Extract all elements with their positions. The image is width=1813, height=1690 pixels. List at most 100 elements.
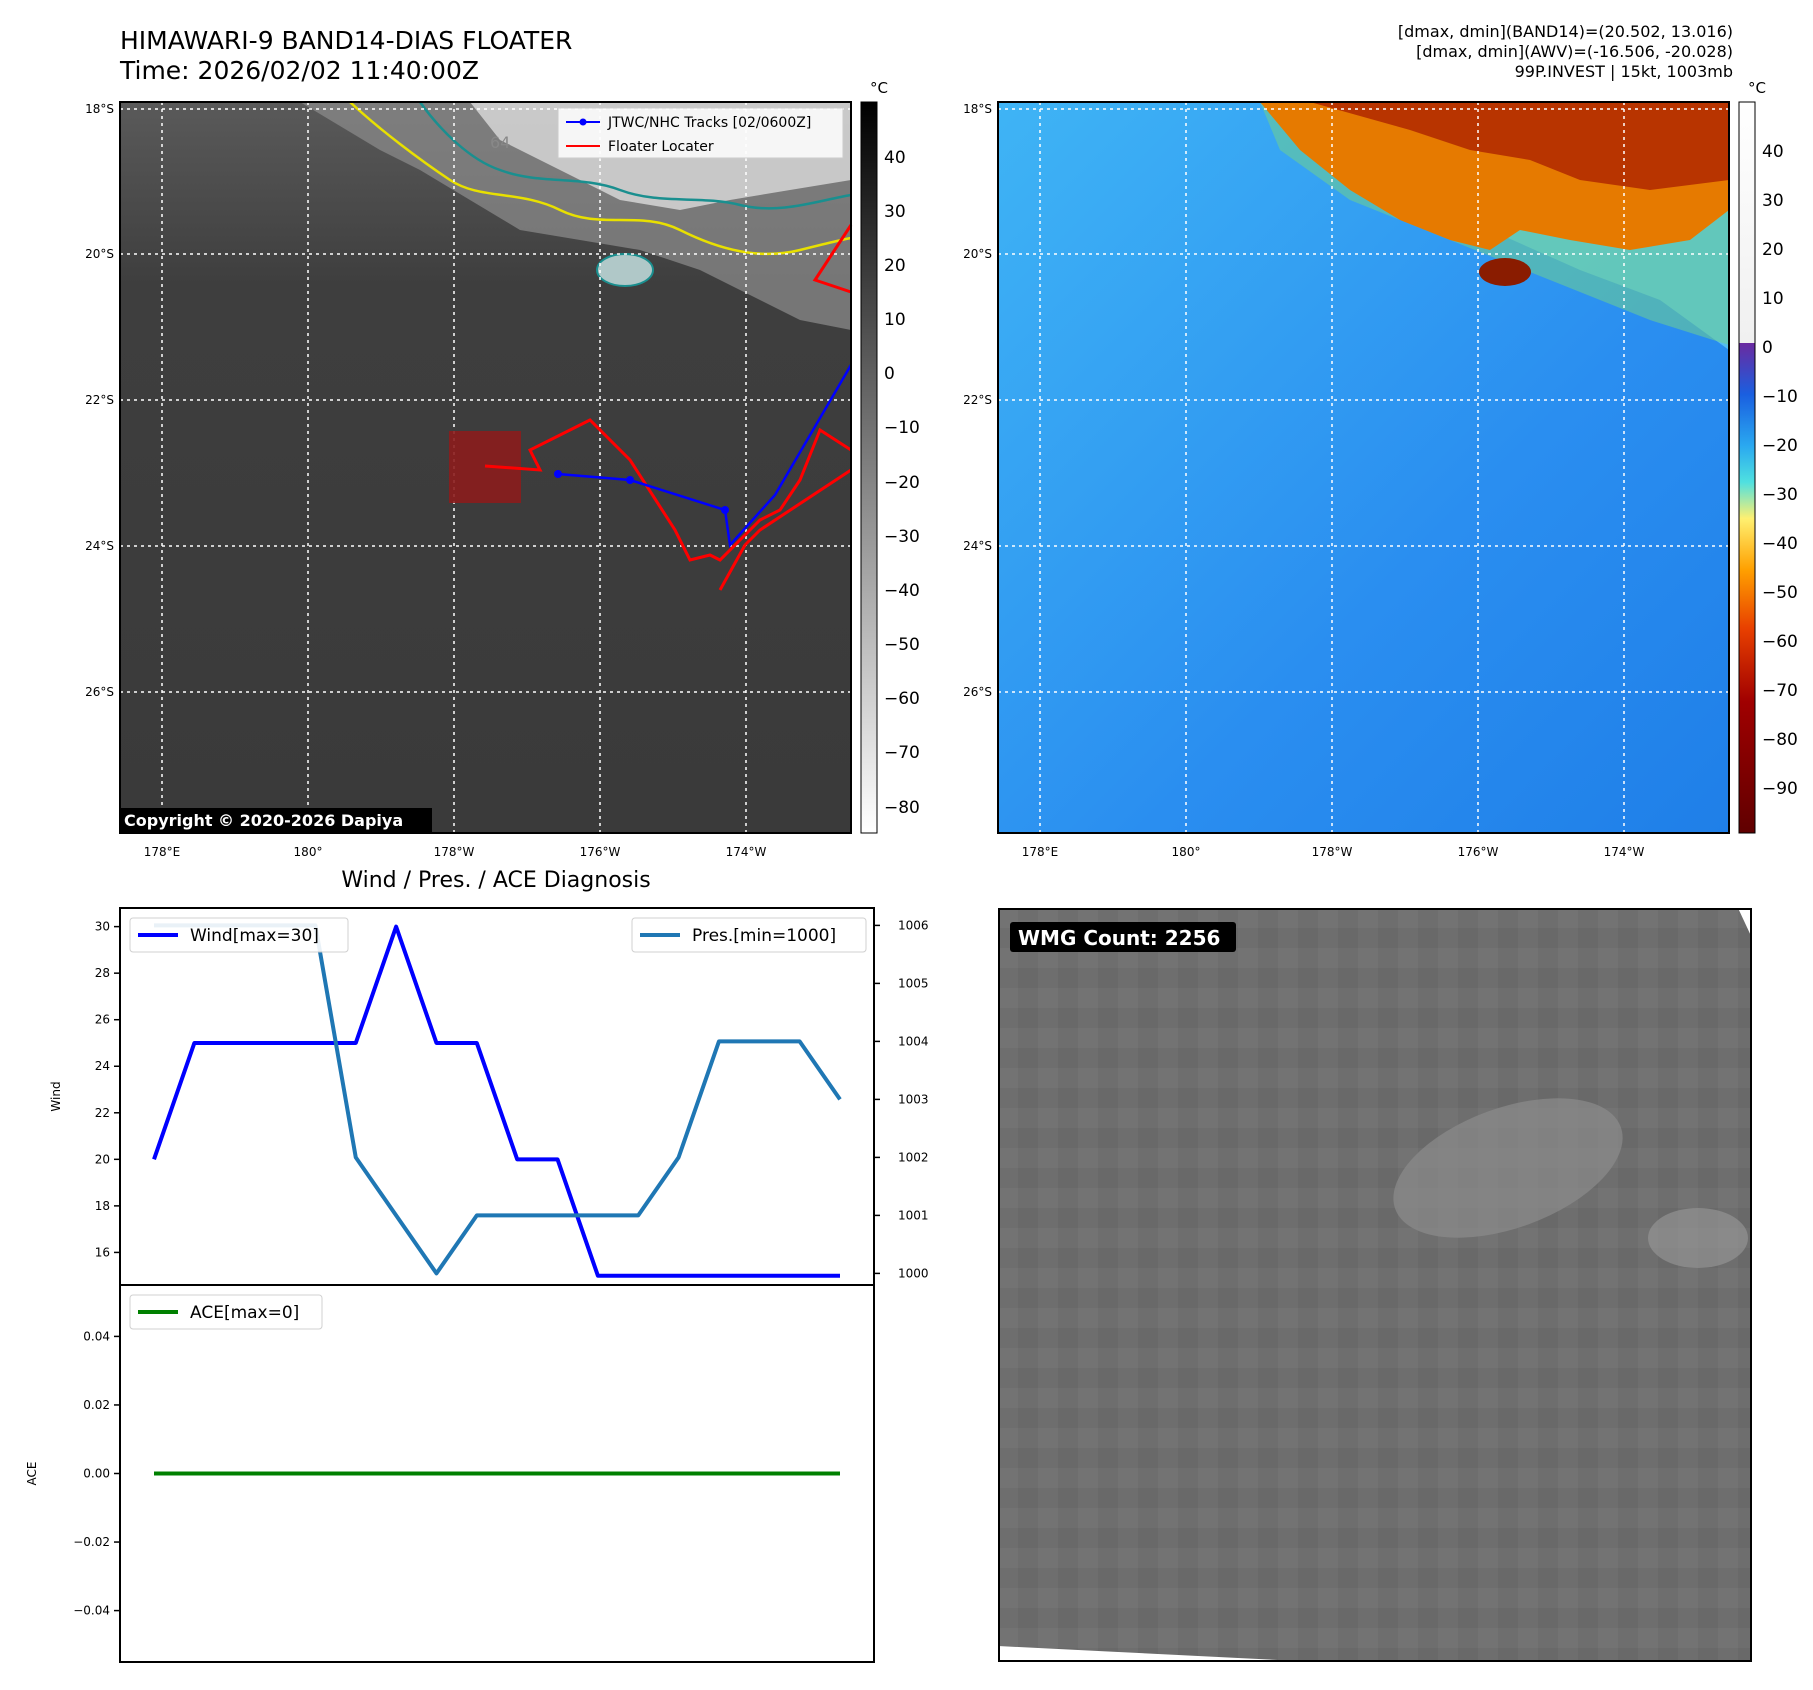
map-legend: JTWC/NHC Tracks [02/0600Z] Floater Locat… [557,107,844,159]
svg-text:20°S: 20°S [85,247,114,261]
floater-locater-corner [812,224,853,294]
ace-ytick-label: 0.00 [83,1467,110,1481]
wind-ytick-label: 16 [95,1245,110,1259]
wind-series-line [152,924,840,1278]
svg-text:10: 10 [1762,289,1784,309]
wind-legend: Wind[max=30] [129,917,349,953]
svg-text:20: 20 [1762,240,1784,260]
ir-contour-teal [418,101,852,210]
wind-legend-box [129,917,349,953]
svg-text:−30: −30 [884,527,920,547]
pressure-legend: Pres.[min=1000] [631,917,867,953]
pressure-ytick-label: 1001 [898,1208,929,1222]
wmg-frame [998,908,1752,1662]
wv-gridlines [998,102,1729,833]
pressure-ytick-label: 1002 [898,1150,929,1164]
info-band14-range: [dmax, dmin](BAND14)=(20.502, 13.016) [1397,22,1733,41]
wv-map-frame [997,101,1730,834]
svg-text:174°W: 174°W [1604,845,1645,859]
svg-text:178°E: 178°E [1022,845,1059,859]
wind-ytick-label: 26 [95,1013,110,1027]
wv-colorbar [1738,101,1756,834]
svg-text:178°W: 178°W [434,845,475,859]
jtwc-track-line [557,364,853,548]
ace-axes: 0.04 0.02 0.00 −0.02 −0.04 ACE ACE[max=0] [25,1284,875,1663]
pressure-ytick-label: 1003 [898,1092,929,1106]
ir-contour-yellow [349,101,852,256]
svg-text:−90: −90 [1762,779,1798,799]
wv-colorbar-unit: °C [1748,79,1766,97]
ace-ytick-label: −0.04 [73,1604,110,1618]
wmg-bright-patch-2 [1648,1208,1748,1268]
pressure-ytick-label: 1006 [898,918,929,932]
svg-text:40: 40 [1762,142,1784,162]
wind-ytick-label: 20 [95,1152,110,1166]
svg-text:176°W: 176°W [1458,845,1499,859]
svg-text:174°W: 174°W [726,845,767,859]
wind-legend-label: Wind[max=30] [190,926,319,946]
figure-title: HIMAWARI-9 BAND14-DIAS FLOATER [120,26,573,55]
wv-cold-cell [1479,258,1531,286]
info-storm-summary: 99P.INVEST | 15kt, 1003mb [1514,62,1733,81]
wmg-count-badge [1010,922,1236,952]
ir-map-frame [119,101,852,834]
legend-tracks-label: JTWC/NHC Tracks [02/0600Z] [607,115,811,131]
wv-colorbar-ticks: 40 30 20 10 0 −10 −20 −30 −40 −50 −60 −7… [1762,142,1798,799]
pressure-ytick-label: 1005 [898,976,929,990]
svg-text:−80: −80 [1762,730,1798,750]
figure-info-block: [dmax, dmin](BAND14)=(20.502, 13.016) [d… [1398,22,1733,82]
svg-text:−20: −20 [884,473,920,493]
wv-lat-labels: 18°S 20°S 22°S 24°S 26°S [963,102,992,699]
svg-text:−10: −10 [884,418,920,438]
ir-cold-cell [596,253,654,287]
ace-legend-label: ACE[max=0] [190,1303,299,1323]
svg-text:0: 0 [884,364,895,384]
svg-text:24°S: 24°S [85,539,114,553]
svg-text:178°E: 178°E [144,845,181,859]
wind-ytick-label: 30 [95,920,110,934]
contour-label: 64 [490,133,510,152]
svg-text:18°S: 18°S [85,102,114,116]
svg-text:−70: −70 [1762,681,1798,701]
figure-title-block: HIMAWARI-9 BAND14-DIAS FLOATER Time: 202… [120,26,572,86]
svg-text:22°S: 22°S [963,393,992,407]
svg-text:24°S: 24°S [963,539,992,553]
wind-ytick-label: 22 [95,1106,110,1120]
pressure-ytick-label: 1000 [898,1266,929,1280]
wind-ytick-label: 24 [95,1059,110,1073]
wmg-bright-patch [1393,1098,1623,1238]
svg-text:−50: −50 [884,635,920,655]
ace-ytick-label: −0.02 [73,1535,110,1549]
svg-text:−10: −10 [1762,387,1798,407]
ace-ytick-label: 0.02 [83,1398,110,1412]
ir-colorbar [860,101,878,834]
svg-text:26°S: 26°S [963,685,992,699]
ace-ytick-label: 0.04 [83,1329,110,1343]
floater-locater-track [484,418,852,562]
svg-text:−30: −30 [1762,485,1798,505]
wmg-image [998,908,1752,1662]
copyright-text: Copyright © 2020-2026 Dapiya [124,811,403,830]
ir-colorbar-unit: °C [870,79,888,97]
svg-text:−60: −60 [1762,632,1798,652]
wmg-nodata-top [1738,908,1752,938]
ace-legend-box [129,1294,323,1330]
svg-text:−40: −40 [884,581,920,601]
svg-text:176°W: 176°W [580,845,621,859]
diagnosis-title: Wind / Pres. / ACE Diagnosis [341,868,650,893]
svg-text:20°S: 20°S [963,247,992,261]
floater-locater-track-2 [718,468,852,591]
svg-text:180°: 180° [294,845,323,859]
wmg-count-label: WMG Count: 2256 [1018,926,1220,950]
wmg-panel: WMG Count: 2256 [998,908,1752,1662]
svg-text:180°: 180° [1172,845,1201,859]
copyright-badge [120,808,432,833]
ir-colorbar-ticks: 40 30 20 10 0 −10 −20 −30 −40 −50 −60 −7… [884,148,920,818]
ir-map-figure: 64 JTWC/NHC Tracks [02/0600Z] Floater Lo… [85,79,920,859]
svg-text:30: 30 [1762,191,1784,211]
svg-text:40: 40 [884,148,906,168]
legend-locater-label: Floater Locater [608,139,714,155]
wind-ylabel: Wind [49,1081,63,1111]
svg-text:0: 0 [1762,338,1773,358]
svg-text:10: 10 [884,310,906,330]
